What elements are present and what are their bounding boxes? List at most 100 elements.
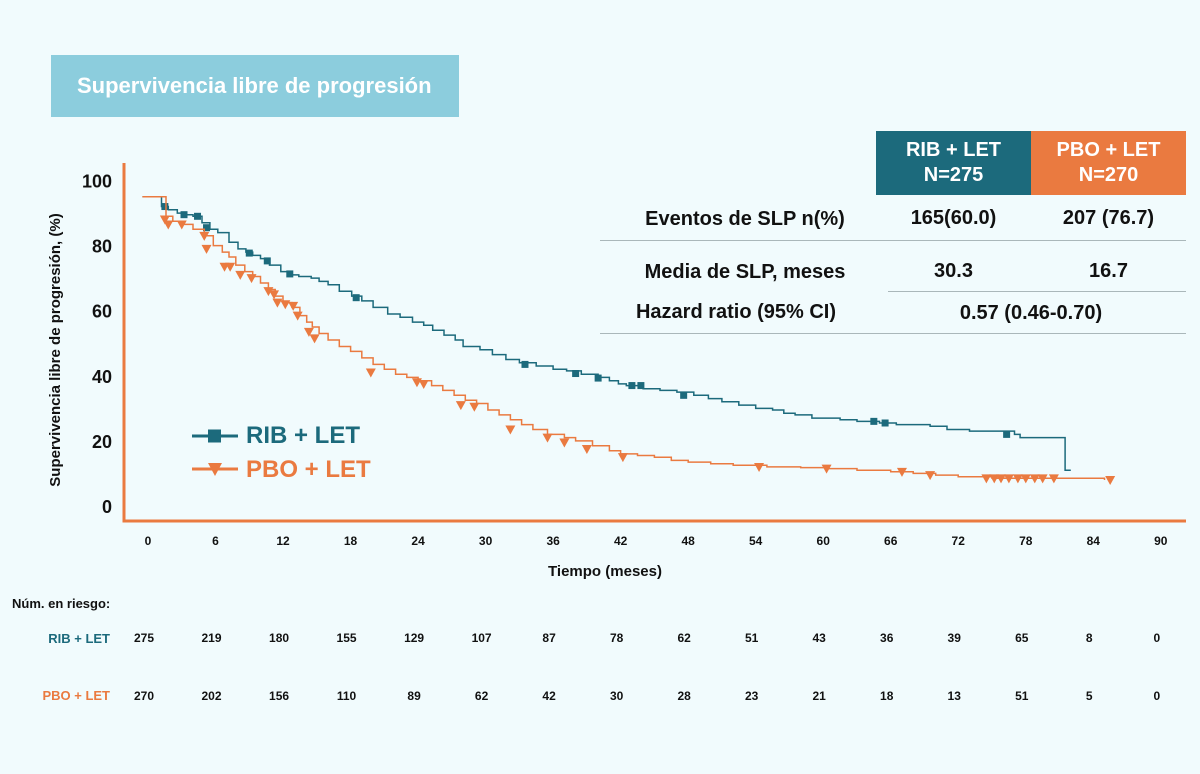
censor-point-pbo	[201, 244, 212, 254]
risk-value-pbo: 62	[474, 689, 489, 703]
censor-point-rib	[870, 417, 878, 425]
row-label-hazard: Hazard ratio (95% CI)	[635, 301, 837, 323]
censor-point-rib	[263, 257, 271, 265]
y-tick-label: 20	[92, 432, 112, 452]
risk-value-rib: 219	[201, 631, 222, 645]
x-tick-label: 36	[546, 534, 560, 548]
risk-value-rib: 155	[336, 631, 357, 645]
chart-plot-area	[142, 196, 1116, 485]
censor-point-pbo	[1020, 474, 1031, 484]
censor-point-rib	[203, 224, 211, 232]
censor-point-rib	[1003, 430, 1011, 438]
censor-point-pbo	[303, 327, 314, 337]
censor-point-pbo	[896, 467, 907, 477]
risk-value-rib: 65	[1015, 631, 1029, 645]
risk-value-pbo: 110	[336, 689, 357, 703]
x-tick-label: 72	[952, 534, 966, 548]
censor-point-pbo	[280, 300, 291, 310]
table-divider-2	[888, 291, 1186, 292]
censor-point-rib	[680, 391, 688, 399]
censor-point-pbo	[272, 298, 283, 308]
censor-point-pbo	[246, 274, 257, 284]
risk-value-pbo: 156	[269, 689, 290, 703]
risk-value-rib: 36	[880, 631, 894, 645]
risk-value-rib: 107	[471, 631, 492, 645]
risk-value-pbo: 30	[609, 689, 624, 703]
risk-value-rib: 8	[1085, 631, 1093, 645]
chart-title: Supervivencia libre de progresión	[77, 73, 432, 98]
eventos-rib-value: 165(60.0)	[910, 207, 997, 229]
censor-point-pbo	[176, 220, 187, 230]
y-tick-label: 0	[102, 497, 112, 517]
y-axis-label: Supervivencia libre de progresión, (%)	[47, 213, 64, 486]
censor-point-pbo	[1003, 474, 1014, 484]
censor-point-pbo	[821, 464, 832, 474]
row-label-eventos: Eventos de SLP n(%)	[645, 208, 845, 230]
x-tick-label: 90	[1154, 534, 1168, 548]
censor-point-rib	[161, 203, 169, 211]
x-tick-label: 60	[817, 534, 831, 548]
censor-point-rib	[637, 382, 645, 390]
risk-value-rib: 62	[677, 631, 691, 645]
censor-point-pbo	[455, 401, 466, 411]
x-tick-label: 18	[344, 534, 358, 548]
legend-label-pbo-let: PBO + LET	[246, 456, 371, 483]
censor-point-rib	[572, 370, 580, 378]
censor-point-rib	[521, 360, 529, 368]
x-tick-label: 12	[276, 534, 290, 548]
x-tick-label: 6	[212, 534, 219, 548]
censor-point-pbo	[418, 379, 429, 389]
chart-axes: 0 20 40 60 80 100 0 6 12 18 24 30 36 42 48 54 60 66 72 78 84…	[82, 163, 1186, 548]
table-header-rib-let: RIB + LET N=275	[876, 131, 1031, 195]
table-divider-1	[600, 240, 1186, 241]
risk-value-rib: 129	[404, 631, 425, 645]
censor-point-pbo	[505, 425, 516, 435]
censor-point-rib	[881, 419, 889, 427]
censor-point-rib	[194, 212, 202, 220]
risk-value-rib: 87	[542, 631, 556, 645]
risk-value-pbo: 18	[880, 689, 894, 703]
risk-value-rib: 0	[1153, 631, 1161, 645]
risk-value-pbo: 28	[677, 689, 691, 703]
x-tick-label: 78	[1019, 534, 1033, 548]
y-tick-label: 80	[92, 237, 112, 257]
x-tick-label: 66	[884, 534, 898, 548]
censor-point-pbo	[469, 402, 480, 412]
hazard-ratio-value: 0.57 (0.46-0.70)	[959, 302, 1103, 324]
censor-point-pbo	[981, 474, 992, 484]
censor-point-rib	[245, 249, 253, 257]
legend-marker-square-icon	[192, 429, 238, 443]
censor-point-pbo	[1037, 474, 1048, 484]
chart-title-banner: Supervivencia libre de progresión	[51, 55, 459, 117]
censor-point-pbo	[225, 262, 236, 272]
table-header-pbo-let: PBO + LET N=270	[1031, 131, 1186, 195]
risk-value-pbo: 21	[812, 689, 826, 703]
censor-point-pbo	[1029, 474, 1040, 484]
censor-point-rib	[594, 374, 602, 382]
legend-item-pbo-let: PBO + LET	[192, 456, 371, 484]
risk-value-pbo: 5	[1085, 689, 1093, 703]
y-tick-label: 100	[82, 172, 112, 192]
risk-value-rib: 78	[609, 631, 624, 645]
x-tick-label: 30	[479, 534, 493, 548]
table-header-pbo-n: N=270	[1078, 164, 1139, 186]
censor-point-pbo	[292, 311, 303, 321]
x-tick-label: 24	[411, 534, 425, 548]
censor-point-rib	[180, 211, 188, 219]
censor-point-pbo	[996, 474, 1007, 484]
censor-point-rib	[352, 294, 360, 302]
x-tick-label: 84	[1087, 534, 1101, 548]
censor-point-pbo	[163, 220, 174, 230]
x-tick-label: 48	[681, 534, 695, 548]
censor-point-pbo	[617, 453, 628, 463]
risk-table-heading: Núm. en riesgo:	[12, 596, 111, 611]
censor-point-rib	[286, 270, 294, 278]
censor-point-pbo	[1012, 474, 1023, 484]
censor-point-pbo	[263, 287, 274, 297]
table-header-rib-n: N=275	[923, 164, 984, 186]
x-tick-label: 54	[749, 534, 763, 548]
risk-value-rib: 275	[133, 631, 155, 645]
x-tick-label: 42	[614, 534, 628, 548]
risk-value-pbo: 0	[1153, 689, 1161, 703]
